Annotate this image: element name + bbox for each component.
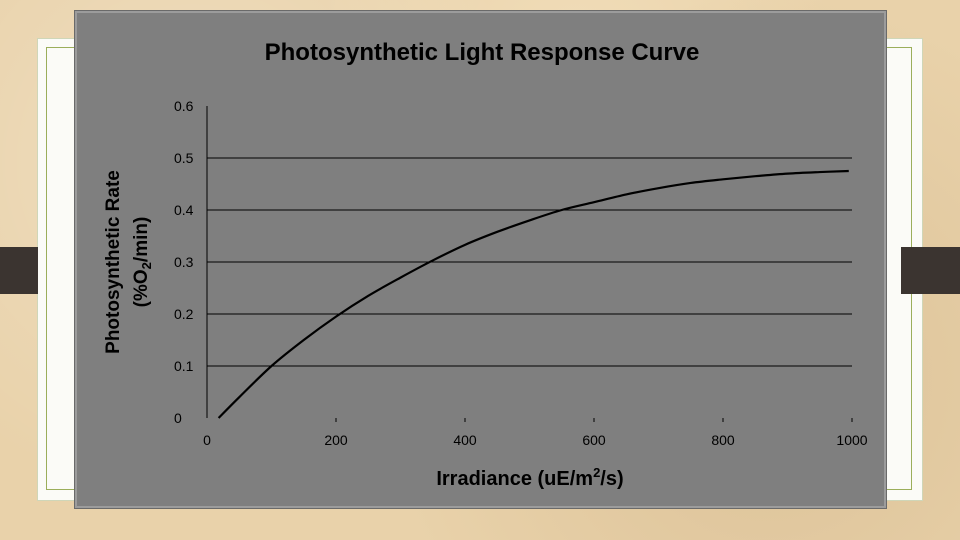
light-response-curve [217,169,849,419]
x-tick-label: 0 [203,432,211,448]
y-tick-labels: 0 0.1 0.2 0.3 0.4 0.5 0.6 [174,98,194,426]
x-axis-label: Irradiance (uE/m2/s) [436,465,623,490]
chart-panel: Photosynthetic Light Response Curve 0 0.1… [75,11,886,508]
x-tick-label: 400 [453,432,477,448]
y-tick-label: 0.4 [174,202,194,218]
x-tick-labels: 0 200 400 600 800 1000 [203,418,868,448]
y-axis-label-prefix: (%O [131,269,152,307]
y-axis-label-line2: (%O2/min) [131,217,154,308]
light-response-chart: Photosynthetic Light Response Curve 0 0.1… [103,39,868,490]
x-tick-label: 1000 [836,432,867,448]
x-tick-label: 800 [711,432,735,448]
chart-title: Photosynthetic Light Response Curve [265,39,700,66]
y-tick-label: 0.6 [174,98,194,114]
slide-tab-left [0,247,38,294]
y-tick-label: 0.1 [174,358,194,374]
slide-tab-right [901,247,960,294]
x-tick-label: 600 [582,432,606,448]
y-axis-label-line1: Photosynthetic Rate [103,170,124,354]
x-axis-label-superscript: 2 [593,465,600,480]
y-axis-label-subscript: 2 [139,262,154,269]
y-tick-label: 0.5 [174,150,194,166]
x-axis-label-suffix: /s) [600,468,623,490]
y-axis-label-suffix: /min) [131,217,152,262]
x-tick-label: 200 [324,432,348,448]
y-tick-label: 0 [174,410,182,426]
y-axis-label: Photosynthetic Rate (%O2/min) [103,170,154,354]
y-tick-label: 0.2 [174,306,194,322]
grid-layer [207,157,852,367]
x-axis-label-prefix: Irradiance (uE/m [436,468,593,490]
y-tick-label: 0.3 [174,254,194,270]
